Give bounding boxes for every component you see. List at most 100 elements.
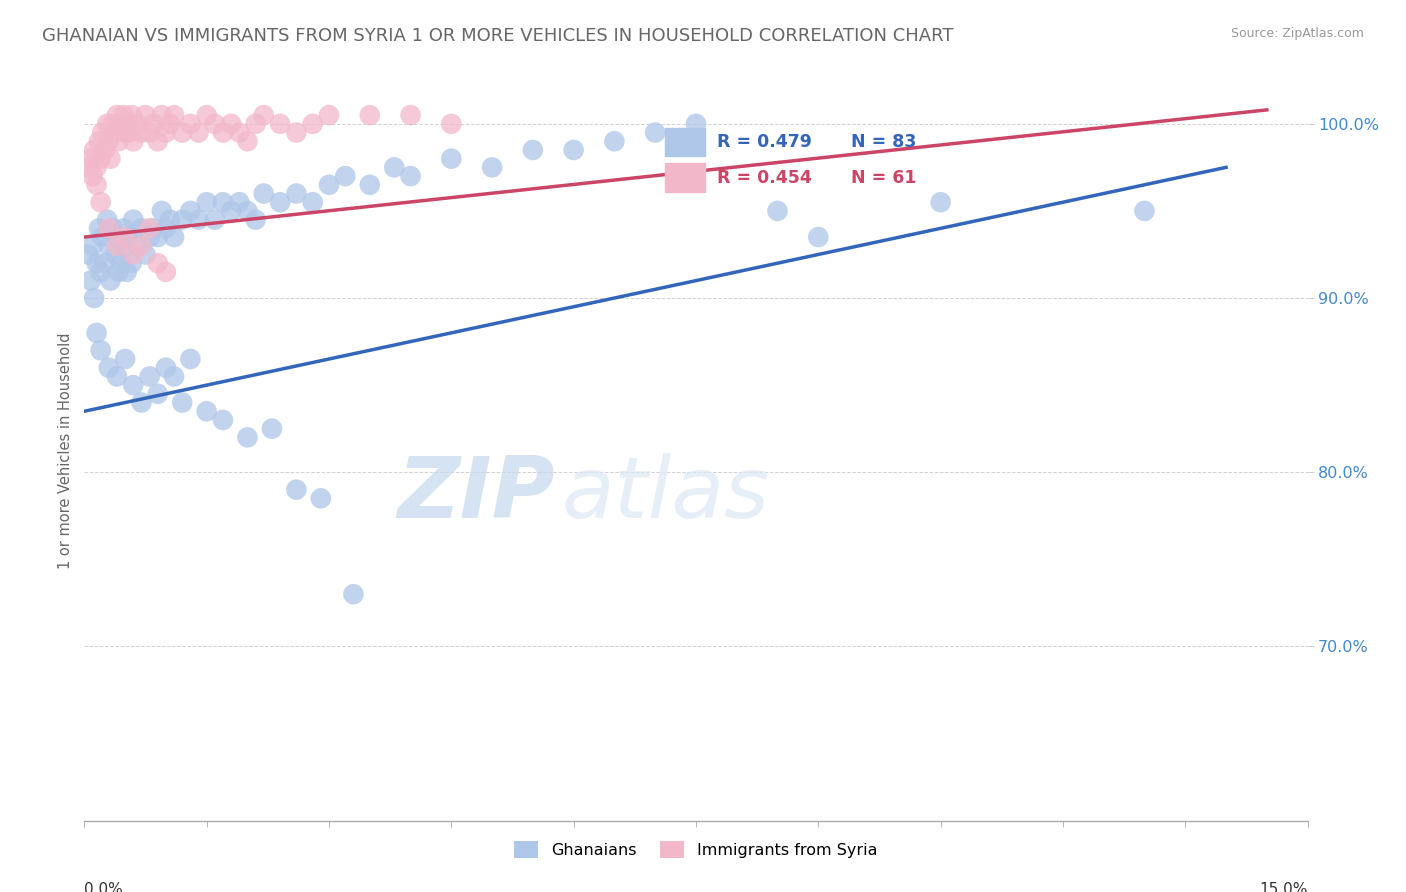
Point	[131, 239, 153, 253]
Point	[195, 108, 218, 122]
Point	[155, 126, 177, 140]
Bar	[665, 163, 704, 192]
Point	[318, 108, 340, 122]
Text: R = 0.479: R = 0.479	[717, 133, 813, 151]
Point	[285, 483, 308, 497]
Point	[90, 265, 112, 279]
Point	[127, 117, 149, 131]
Point	[155, 221, 177, 235]
Point	[359, 178, 381, 192]
Point	[159, 117, 181, 131]
Point	[96, 117, 118, 131]
Point	[212, 126, 235, 140]
Point	[146, 134, 169, 148]
Point	[86, 326, 108, 340]
Point	[115, 117, 138, 131]
Point	[131, 395, 153, 409]
Point	[204, 117, 226, 131]
Point	[118, 126, 141, 140]
Point	[155, 265, 177, 279]
Point	[97, 221, 120, 235]
Point	[150, 203, 173, 218]
Point	[382, 161, 405, 175]
Point	[138, 230, 160, 244]
Legend: Ghanaians, Immigrants from Syria: Ghanaians, Immigrants from Syria	[508, 834, 884, 864]
Point	[112, 221, 135, 235]
Point	[135, 247, 157, 261]
Point	[146, 387, 169, 401]
Point	[146, 230, 169, 244]
Point	[104, 247, 127, 261]
Point	[121, 256, 143, 270]
Point	[77, 161, 100, 175]
Point	[80, 152, 103, 166]
Point	[122, 247, 145, 261]
Point	[195, 404, 218, 418]
Point	[104, 126, 127, 140]
Point	[228, 126, 250, 140]
Point	[138, 126, 160, 140]
Point	[142, 221, 165, 235]
Point	[219, 117, 242, 131]
Point	[179, 203, 201, 218]
Point	[766, 203, 789, 218]
Text: 15.0%: 15.0%	[1260, 881, 1308, 892]
Point	[301, 195, 323, 210]
Point	[228, 195, 250, 210]
Point	[131, 221, 153, 235]
Point	[96, 212, 118, 227]
Point	[685, 117, 707, 131]
Point	[440, 152, 463, 166]
Point	[122, 378, 145, 392]
Point	[172, 212, 194, 227]
Point	[107, 134, 129, 148]
Point	[118, 230, 141, 244]
Point	[179, 351, 201, 366]
Point	[359, 108, 381, 122]
Point	[91, 230, 114, 244]
Point	[135, 108, 157, 122]
Point	[399, 108, 422, 122]
Point	[82, 239, 104, 253]
Point	[114, 230, 136, 244]
Point	[212, 195, 235, 210]
Bar	[665, 128, 704, 156]
Point	[163, 369, 186, 384]
Point	[131, 126, 153, 140]
Point	[105, 239, 128, 253]
Point	[77, 247, 100, 261]
Point	[112, 108, 135, 122]
Point	[80, 274, 103, 288]
Point	[97, 239, 120, 253]
Point	[522, 143, 544, 157]
Text: N = 61: N = 61	[851, 169, 917, 186]
Point	[260, 422, 283, 436]
Point	[318, 178, 340, 192]
Point	[100, 274, 122, 288]
Point	[86, 178, 108, 192]
Point	[90, 152, 112, 166]
Point	[603, 134, 626, 148]
Point	[219, 203, 242, 218]
Point	[644, 126, 666, 140]
Point	[146, 256, 169, 270]
Text: GHANAIAN VS IMMIGRANTS FROM SYRIA 1 OR MORE VEHICLES IN HOUSEHOLD CORRELATION CH: GHANAIAN VS IMMIGRANTS FROM SYRIA 1 OR M…	[42, 27, 953, 45]
Point	[253, 186, 276, 201]
Text: R = 0.454: R = 0.454	[717, 169, 813, 186]
Point	[138, 369, 160, 384]
Text: atlas: atlas	[561, 453, 769, 536]
Point	[97, 134, 120, 148]
Point	[399, 169, 422, 183]
Point	[301, 117, 323, 131]
Point	[195, 195, 218, 210]
Point	[105, 108, 128, 122]
Point	[91, 126, 114, 140]
Point	[82, 169, 104, 183]
Point	[335, 169, 357, 183]
Point	[236, 134, 259, 148]
Point	[269, 117, 291, 131]
Text: Source: ZipAtlas.com: Source: ZipAtlas.com	[1230, 27, 1364, 40]
Y-axis label: 1 or more Vehicles in Household: 1 or more Vehicles in Household	[58, 332, 73, 569]
Point	[107, 265, 129, 279]
Point	[100, 152, 122, 166]
